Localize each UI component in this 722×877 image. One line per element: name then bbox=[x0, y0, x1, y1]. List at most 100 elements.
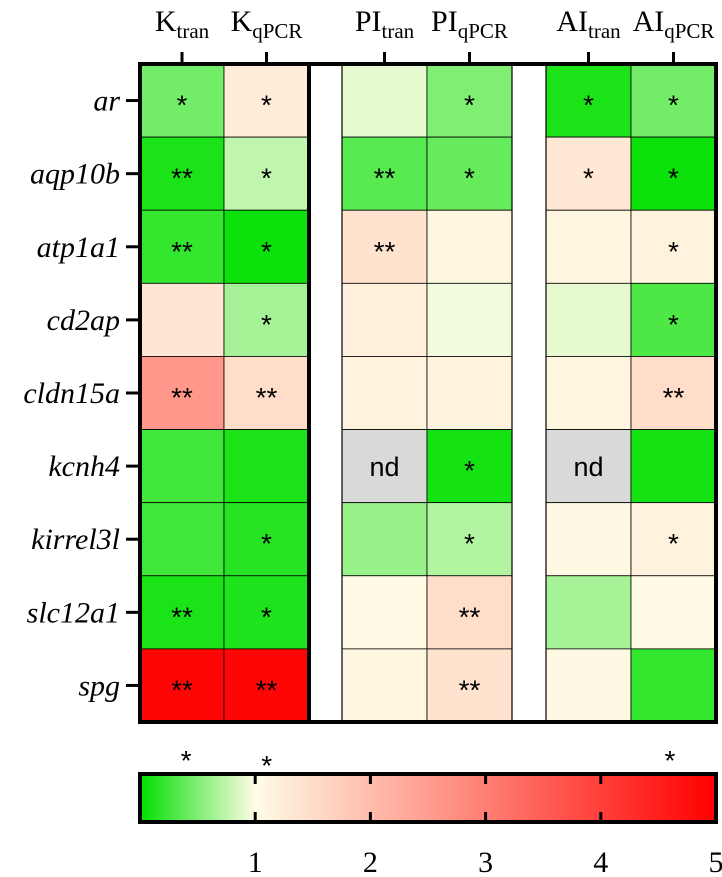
heatmap-cell bbox=[223, 282, 310, 357]
heatmap-cell bbox=[426, 575, 513, 650]
colorbar-tick-label: 5 bbox=[709, 846, 722, 877]
row-label: kirrel3l bbox=[31, 523, 120, 556]
significance-label: * bbox=[464, 90, 475, 121]
heatmap-cell bbox=[426, 282, 513, 357]
significance-label: * bbox=[261, 236, 272, 267]
heatmap-cell bbox=[223, 502, 310, 577]
significance-label: ** bbox=[171, 601, 193, 632]
heatmap-cell bbox=[139, 502, 225, 577]
heatmap-cell bbox=[426, 502, 513, 577]
heatmap-cell bbox=[341, 502, 428, 577]
heatmap-cell bbox=[426, 63, 513, 138]
heatmap-cell bbox=[139, 209, 225, 284]
heatmap-cell bbox=[426, 648, 513, 723]
column-label: PItran bbox=[355, 5, 415, 43]
row-label: kcnh4 bbox=[48, 450, 120, 483]
heatmap-cell bbox=[139, 575, 225, 650]
heatmap-cell bbox=[630, 209, 717, 284]
significance-label: * bbox=[261, 163, 272, 194]
row-label: atp1a1 bbox=[37, 231, 120, 264]
heatmap-cell bbox=[139, 63, 225, 138]
significance-label: * bbox=[261, 528, 272, 559]
heatmap-cell bbox=[223, 136, 310, 211]
not-determined-label: nd bbox=[369, 452, 399, 482]
significance-label: ** bbox=[256, 674, 278, 705]
colorbar-marker: * bbox=[664, 745, 675, 776]
colorbar-tick-label: 2 bbox=[363, 846, 378, 877]
heatmap-cell bbox=[341, 63, 428, 138]
heatmap-cell bbox=[341, 282, 428, 357]
heatmap-cell bbox=[630, 63, 717, 138]
significance-label: * bbox=[177, 90, 188, 121]
colorbar-marker: * bbox=[261, 750, 272, 781]
heatmap-cell bbox=[223, 575, 310, 650]
significance-label: * bbox=[668, 163, 679, 194]
heatmap-cell bbox=[630, 136, 717, 211]
significance-label: ** bbox=[374, 236, 396, 267]
heatmap-cell bbox=[223, 648, 310, 723]
heatmap-cell bbox=[545, 502, 632, 577]
row-label: cldn15a bbox=[23, 377, 120, 410]
significance-label: * bbox=[261, 90, 272, 121]
heatmap-cell bbox=[139, 356, 225, 430]
heatmap-cell bbox=[426, 429, 513, 504]
heatmap-cell bbox=[630, 429, 717, 504]
colorbar-gradient bbox=[138, 772, 718, 824]
colorbar-tick-label: 1 bbox=[248, 846, 263, 877]
column-labels: Ktran KqPCR PItran PIqPCR AItran AIqPCR bbox=[155, 5, 715, 64]
significance-label: * bbox=[668, 528, 679, 559]
heatmap-cell bbox=[139, 282, 225, 357]
significance-label: ** bbox=[171, 163, 193, 194]
heatmap-cell bbox=[426, 209, 513, 284]
heatmap-cells bbox=[139, 63, 717, 723]
heatmap-cell bbox=[630, 575, 717, 650]
significance-label: * bbox=[261, 601, 272, 632]
heatmap-cell bbox=[139, 648, 225, 723]
significance-label: * bbox=[668, 236, 679, 267]
column-label: PIqPCR bbox=[431, 5, 508, 43]
heatmap-cell bbox=[545, 356, 632, 430]
significance-label: ** bbox=[171, 674, 193, 705]
significance-label: ** bbox=[374, 163, 396, 194]
heatmap-cell bbox=[545, 209, 632, 284]
significance-label: ** bbox=[459, 674, 481, 705]
not-determined-label: nd bbox=[573, 452, 603, 482]
heatmap-cell bbox=[341, 356, 428, 430]
heatmap-cell bbox=[341, 575, 428, 650]
significance-label: * bbox=[668, 309, 679, 340]
heatmap-cell bbox=[545, 648, 632, 723]
significance-label: * bbox=[464, 528, 475, 559]
significance-label: * bbox=[583, 163, 594, 194]
heatmap-cell bbox=[341, 429, 428, 504]
colorbar: 1 2 3 4 5 * * * bbox=[138, 745, 722, 877]
heatmap-cell bbox=[223, 429, 310, 504]
significance-label: ** bbox=[459, 601, 481, 632]
row-label: spg bbox=[78, 669, 120, 702]
heatmap-cell bbox=[545, 136, 632, 211]
row-label: slc12a1 bbox=[27, 596, 120, 629]
significance-label: * bbox=[464, 163, 475, 194]
significance-label: ** bbox=[171, 382, 193, 413]
heatmap-cell bbox=[139, 136, 225, 211]
significance-label: ** bbox=[256, 382, 278, 413]
significance-label: * bbox=[464, 455, 475, 486]
row-label: cd2ap bbox=[47, 304, 120, 337]
significance-label: ** bbox=[663, 382, 685, 413]
heatmap-cell bbox=[545, 575, 632, 650]
colorbar-marker: * bbox=[181, 745, 192, 776]
heatmap-cell bbox=[630, 356, 717, 430]
column-label: AIqPCR bbox=[633, 5, 715, 43]
colorbar-tick-label: 4 bbox=[593, 846, 608, 877]
row-label: aqp10b bbox=[30, 158, 120, 191]
column-label: KqPCR bbox=[231, 5, 303, 43]
heatmap-cell bbox=[341, 648, 428, 723]
heatmap-cell bbox=[139, 429, 225, 504]
cell-annotations: *************************nd**********nd*… bbox=[171, 90, 684, 706]
colorbar-tick-label: 3 bbox=[478, 846, 493, 877]
row-label: ar bbox=[93, 85, 120, 118]
significance-label: * bbox=[261, 309, 272, 340]
significance-label: * bbox=[668, 90, 679, 121]
heatmap-cell bbox=[341, 136, 428, 211]
heatmap-cell bbox=[426, 136, 513, 211]
